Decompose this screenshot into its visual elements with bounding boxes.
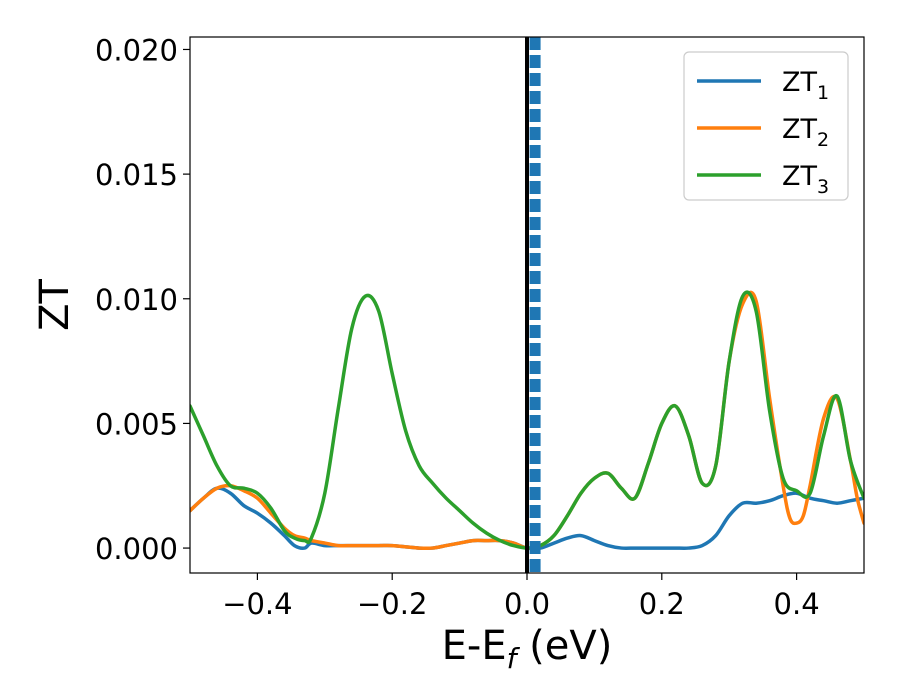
y-axis-label: ZT [32,279,78,331]
legend: ZT1 ZT2 ZT3 [683,51,849,201]
vertical-lines [525,37,541,573]
legend-label-zt3: ZT3 [782,161,829,198]
x-tick-label: −0.2 [357,587,427,621]
y-tick-label: 0.005 [95,407,178,441]
x-axis-label: E-Ef (eV) [442,623,613,675]
y-axis-ticks: 0.000 0.005 0.010 0.015 0.020 [95,33,190,566]
y-tick-label: 0.015 [95,158,178,192]
legend-items: ZT1 ZT2 ZT3 [697,67,829,198]
x-tick-label: 0.4 [774,587,820,621]
y-tick-label: 0.000 [95,532,178,566]
legend-label-zt2: ZT2 [782,114,829,151]
x-tick-label: −0.4 [222,587,292,621]
x-tick-label: 0.0 [504,587,550,621]
legend-box [683,51,849,201]
legend-label-zt1: ZT1 [782,67,829,104]
x-axis-ticks: −0.4 −0.2 0.0 0.2 0.4 [222,573,820,621]
y-tick-label: 0.020 [95,33,178,67]
x-tick-label: 0.2 [639,587,685,621]
y-tick-label: 0.010 [95,283,178,317]
